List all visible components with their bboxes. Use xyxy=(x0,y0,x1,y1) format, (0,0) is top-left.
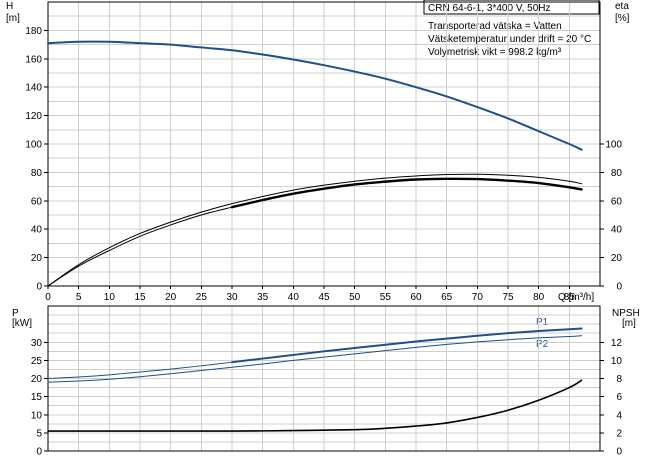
x-tick-label: 30 xyxy=(226,292,238,303)
left-tick-label: 15 xyxy=(31,392,43,403)
info-line-temperature: Vätsketemperatur under drift = 20 °C xyxy=(428,34,591,45)
x-tick-label: 60 xyxy=(410,292,422,303)
series-line-1-3 xyxy=(47,379,583,432)
x-tick-label: 75 xyxy=(502,292,514,303)
x-tick-label: 5 xyxy=(76,292,82,303)
left-tick-label: 160 xyxy=(25,54,42,65)
x-tick-label: 85 xyxy=(564,292,576,303)
series-line-1-0 xyxy=(47,327,583,379)
right-tick-label: 2 xyxy=(616,428,622,439)
x-axis-label: Q [m³/h] xyxy=(558,292,594,303)
left-tick-label: 180 xyxy=(25,26,42,37)
left-tick-label: 140 xyxy=(25,83,42,94)
bottom-right-axis-unit: [m] xyxy=(622,318,636,329)
right-tick-label: 20 xyxy=(611,253,623,264)
right-tick-label: 60 xyxy=(611,196,623,207)
x-tick-label: 45 xyxy=(318,292,330,303)
right-tick-label: 100 xyxy=(605,140,622,151)
x-tick-label: 25 xyxy=(196,292,208,303)
right-tick-label: 0 xyxy=(616,447,622,458)
left-tick-label: 0 xyxy=(36,282,42,293)
left-tick-label: 10 xyxy=(31,410,43,421)
right-tick-label: 0 xyxy=(616,282,622,293)
x-tick-label: 55 xyxy=(380,292,392,303)
right-tick-label: 40 xyxy=(611,225,623,236)
x-tick-label: 35 xyxy=(257,292,269,303)
info-line-fluid: Transporterad vätska = Vatten xyxy=(428,21,562,32)
left-tick-label: 0 xyxy=(36,447,42,458)
left-tick-label: 20 xyxy=(31,253,43,264)
x-tick-label: 40 xyxy=(288,292,300,303)
top-left-axis-label: H xyxy=(6,1,13,12)
left-tick-label: 5 xyxy=(36,428,42,439)
right-tick-label: 80 xyxy=(611,168,623,179)
left-tick-label: 60 xyxy=(31,196,43,207)
bottom-left-axis-label: P xyxy=(12,308,19,319)
left-tick-label: 25 xyxy=(31,356,43,367)
top-left-axis-unit: [m] xyxy=(6,13,20,24)
top-right-axis-unit: [%] xyxy=(615,13,630,24)
info-line-density: Volymetrisk vikt = 998.2 kg/m³ xyxy=(428,47,562,58)
left-tick-label: 100 xyxy=(25,140,42,151)
right-tick-label: 6 xyxy=(616,392,622,403)
title-box xyxy=(423,0,600,15)
series-line-0-0 xyxy=(47,40,583,151)
right-tick-label: 10 xyxy=(611,356,623,367)
series-label-p1: P1 xyxy=(536,317,549,328)
series-line-1-1 xyxy=(231,327,583,364)
x-tick-label: 65 xyxy=(441,292,453,303)
series-line-0-2 xyxy=(47,178,583,287)
x-tick-label: 80 xyxy=(533,292,545,303)
x-tick-label: 10 xyxy=(104,292,116,303)
series-label-p2: P2 xyxy=(536,339,549,350)
top-right-axis-label: eta xyxy=(615,1,629,12)
left-tick-label: 80 xyxy=(31,168,43,179)
series-line-0-3 xyxy=(230,177,583,209)
left-tick-label: 120 xyxy=(25,111,42,122)
x-tick-label: 70 xyxy=(472,292,484,303)
chart-title: CRN 64-6-1, 3*400 V, 50Hz xyxy=(428,3,550,14)
left-tick-label: 30 xyxy=(31,338,43,349)
x-tick-label: 50 xyxy=(349,292,361,303)
right-tick-label: 12 xyxy=(611,338,623,349)
series-line-0-1 xyxy=(47,173,583,287)
left-tick-label: 20 xyxy=(31,374,43,385)
left-tick-label: 40 xyxy=(31,225,43,236)
x-tick-label: 20 xyxy=(165,292,177,303)
x-tick-label: 15 xyxy=(134,292,146,303)
bottom-right-axis-label: NPSH xyxy=(612,308,640,319)
right-tick-label: 4 xyxy=(616,410,622,421)
x-tick-label: 0 xyxy=(45,292,51,303)
bottom-left-axis-unit: [kW] xyxy=(12,318,32,329)
right-tick-label: 8 xyxy=(616,374,622,385)
series-line-1-2 xyxy=(47,335,583,383)
